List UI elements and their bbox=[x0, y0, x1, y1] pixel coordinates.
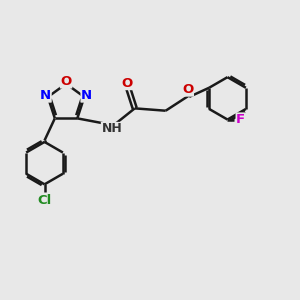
Text: O: O bbox=[182, 83, 194, 96]
Text: O: O bbox=[121, 76, 132, 89]
Text: Cl: Cl bbox=[38, 194, 52, 207]
Text: N: N bbox=[81, 89, 92, 102]
Text: NH: NH bbox=[101, 122, 122, 136]
Text: N: N bbox=[40, 89, 51, 102]
Text: F: F bbox=[236, 113, 245, 126]
Text: O: O bbox=[61, 75, 72, 88]
